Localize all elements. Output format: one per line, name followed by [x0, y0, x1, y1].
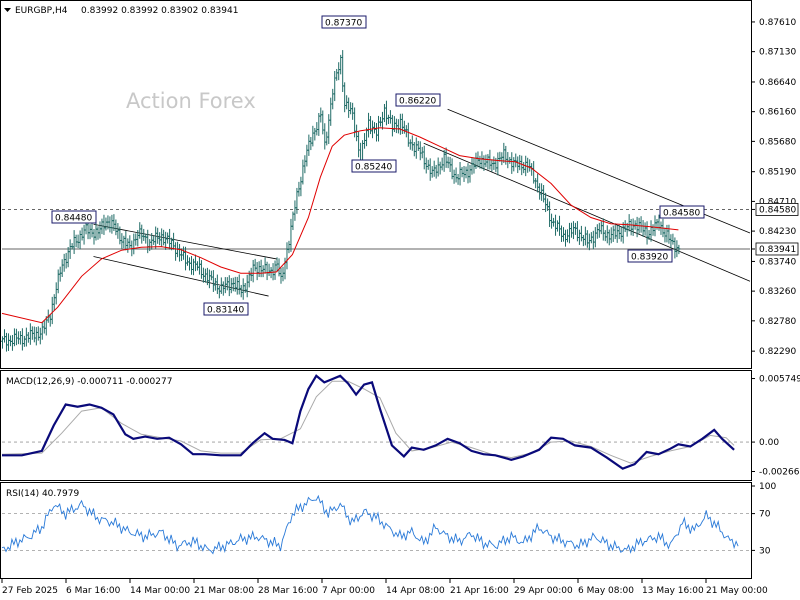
x-tick-label: 6 May 08:00	[578, 586, 634, 596]
x-tick-label: 14 Mar 00:00	[130, 586, 190, 596]
price-tick-label: 0.87130	[759, 48, 796, 58]
moving-average-line	[1, 127, 679, 324]
key-level-text: 0.87370	[325, 19, 362, 29]
rsi-tick-label: 70	[759, 510, 771, 520]
key-level-text: 0.86220	[399, 97, 436, 107]
x-tick-label: 29 Apr 00:00	[514, 586, 573, 596]
x-tick-label: 21 Mar 08:00	[194, 586, 254, 596]
rsi-layer	[1, 494, 750, 555]
x-tick-label: 7 Apr 00:00	[322, 586, 375, 596]
x-tick-label: 28 Mar 16:00	[258, 586, 318, 596]
key-level-box	[51, 210, 97, 224]
macd-tick-label: 0.00	[759, 438, 779, 448]
price-tick-label: 0.86640	[759, 78, 796, 88]
channel-upper-2	[447, 108, 751, 234]
x-tick-label: 13 May 16:00	[642, 586, 704, 596]
key-level-box	[659, 205, 705, 219]
price-level-tag: 0.84580	[759, 205, 796, 215]
watermark: Action Forex	[126, 89, 256, 113]
rsi-tick-label: 30	[759, 546, 771, 556]
macd-tick-label: -0.002663	[759, 468, 800, 478]
key-level-text: 0.83920	[631, 253, 668, 263]
rsi-line	[1, 494, 739, 555]
x-tick-label: 21 May 00:00	[706, 586, 768, 596]
price-tick-label: 0.83740	[759, 257, 796, 267]
price-level-tag-box	[755, 203, 799, 216]
x-tick-label: 21 Apr 16:00	[450, 586, 509, 596]
price-tick-label: 0.82780	[759, 317, 796, 327]
price-tick-label: 0.84710	[759, 197, 796, 207]
price-panel-frame	[0, 0, 752, 369]
key-level-label: 0.86220	[395, 93, 441, 107]
y-axis: 0.87610 0.87130 0.86640 0.86160 0.85680 0.851…	[751, 18, 800, 556]
key-level-text: 0.85240	[355, 163, 392, 173]
key-level-box	[627, 249, 673, 263]
x-tick-label: 14 Apr 08:00	[386, 586, 445, 596]
key-level-text: 0.84480	[55, 214, 92, 224]
key-level-box	[321, 15, 367, 29]
key-level-label: 0.84580	[659, 205, 705, 219]
x-tick-label: 27 Feb 2025	[2, 586, 58, 596]
channel-lower-1	[93, 256, 269, 297]
macd-main-line	[2, 374, 735, 470]
key-level-text: 0.84580	[663, 209, 700, 219]
price-tick-label: 0.86160	[759, 108, 796, 118]
key-level-text: 0.83140	[207, 306, 244, 316]
x-axis: 27 Feb 2025 6 Mar 16:00 14 Mar 00:00 21 Mar…	[1, 579, 768, 596]
symbol-label: EURGBP,H4	[15, 6, 68, 16]
ohlc-values: 0.83992 0.83992 0.83902 0.83941	[81, 6, 238, 16]
key-level-label: 0.87370	[321, 15, 367, 29]
channel-upper-1	[93, 223, 277, 260]
rsi-title: RSI(14) 40.7979	[6, 489, 79, 499]
price-tick-label: 0.83260	[759, 287, 796, 297]
price-tick-label: 0.82290	[759, 347, 796, 357]
key-level-box	[351, 159, 397, 173]
macd-tick-label: 0.005749	[759, 375, 800, 385]
rsi-tick-label: 100	[759, 482, 776, 492]
key-level-label: 0.84480	[51, 210, 97, 224]
macd-layer	[1, 374, 750, 470]
key-level-label: 0.85240	[351, 159, 397, 173]
macd-panel-frame	[0, 370, 752, 481]
price-level-tag-box	[755, 242, 799, 256]
price-layer: 0.84480 0.83140 0.87370 0.85240 0.86220 0.839…	[1, 15, 751, 352]
x-tick-label: 6 Mar 16:00	[66, 586, 121, 596]
price-level-tag: 0.83941	[759, 245, 796, 255]
dropdown-triangle-icon[interactable]	[4, 8, 11, 12]
price-tick-label: 0.85680	[759, 137, 796, 147]
key-level-label: 0.83920	[627, 249, 673, 263]
key-level-box	[203, 302, 249, 316]
key-level-box	[395, 93, 441, 107]
price-tick-label: 0.85190	[759, 168, 796, 178]
price-tick-label: 0.84230	[759, 227, 796, 237]
price-tick-label: 0.87610	[759, 18, 796, 28]
macd-title: MACD(12,26,9) -0.000711 -0.000277	[6, 377, 172, 387]
macd-signal-line	[1, 380, 735, 464]
rsi-panel-frame	[0, 482, 752, 579]
key-level-label: 0.83140	[203, 302, 249, 316]
